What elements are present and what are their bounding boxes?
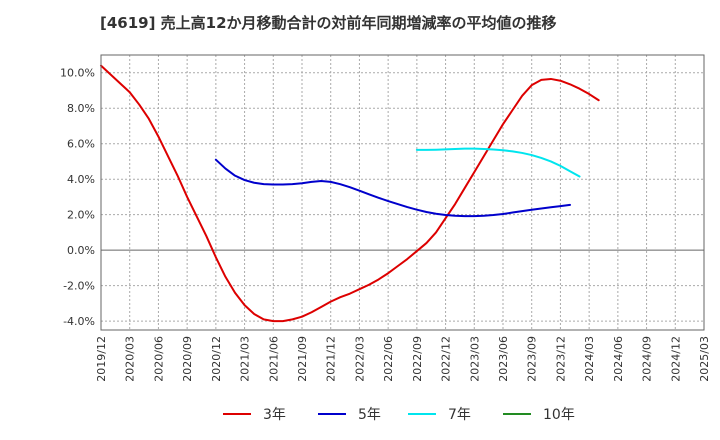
x-tick-label: 2020/09 — [181, 336, 194, 382]
y-tick-label: 2.0% — [67, 209, 95, 222]
y-tick-label: -4.0% — [63, 315, 95, 328]
x-tick-label: 2022/09 — [411, 336, 424, 382]
x-axis-ticks: 2019/12 2020/03 2020/06 2020/09 2020/12 2021/… — [95, 336, 711, 382]
y-tick-label: 10.0% — [60, 67, 95, 80]
x-tick-label: 2025/03 — [698, 336, 711, 382]
x-tick-label: 2022/06 — [382, 336, 395, 382]
x-tick-label: 2023/12 — [554, 336, 567, 382]
x-tick-label: 2024/09 — [641, 336, 654, 382]
grid-lines — [101, 55, 704, 330]
x-tick-label: 2021/03 — [239, 336, 252, 382]
series-line-1 — [214, 158, 571, 218]
x-tick-label: 2024/06 — [612, 336, 625, 382]
x-tick-label: 2021/09 — [296, 336, 309, 382]
legend-label-3: 10年 — [543, 407, 575, 423]
y-axis-ticks: -4.0% -2.0% 0.0% 2.0% 4.0% 6.0% 8.0% 10.0% — [60, 67, 95, 328]
legend-label-2: 7年 — [448, 407, 471, 423]
x-tick-label: 2024/12 — [669, 336, 682, 382]
chart-title: [4619] 売上高12か月移動合計の対前年同期増減率の平均値の推移 — [100, 14, 557, 32]
x-tick-label: 2020/03 — [124, 336, 137, 382]
x-tick-label: 2021/06 — [267, 336, 280, 382]
legend-label-0: 3年 — [263, 407, 286, 423]
series-lines — [100, 64, 600, 323]
plot-frame — [100, 54, 705, 331]
x-tick-label: 2024/03 — [583, 336, 596, 382]
legend: 3年 5年 7年 10年 — [223, 407, 575, 423]
x-tick-label: 2020/12 — [210, 336, 223, 382]
x-tick-label: 2022/12 — [440, 336, 453, 382]
x-tick-label: 2023/06 — [497, 336, 510, 382]
x-tick-label: 2023/03 — [468, 336, 481, 382]
y-tick-label: 4.0% — [67, 173, 95, 186]
x-tick-label: 2019/12 — [95, 336, 108, 382]
series-line-0 — [100, 64, 600, 323]
series-line-2 — [415, 147, 581, 178]
y-tick-label: 6.0% — [67, 138, 95, 151]
legend-label-1: 5年 — [358, 407, 381, 423]
x-tick-label: 2021/12 — [325, 336, 338, 382]
x-tick-label: 2022/03 — [353, 336, 366, 382]
y-tick-label: 0.0% — [67, 244, 95, 257]
y-tick-label: 8.0% — [67, 102, 95, 115]
x-tick-label: 2023/09 — [526, 336, 539, 382]
y-tick-label: -2.0% — [63, 280, 95, 293]
x-tick-label: 2020/06 — [152, 336, 165, 382]
